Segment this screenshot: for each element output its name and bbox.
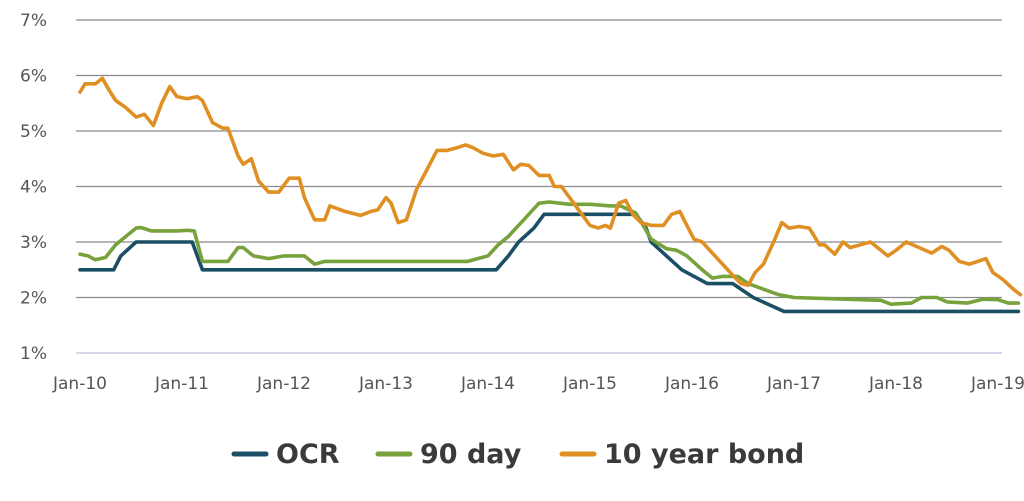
- series-line-90-day: [78, 200, 1021, 306]
- series-lines: [78, 76, 1023, 314]
- gridlines: [76, 19, 1002, 354]
- legend-label: 90 day: [420, 439, 522, 470]
- series-line-ocr: [78, 212, 1021, 314]
- x-tick-label: Jan-16: [664, 374, 719, 394]
- legend-label: OCR: [276, 439, 340, 470]
- x-axis: Jan-10 Jan-11 Jan-12 Jan-13 Jan-14 Jan-15 Jan-…: [52, 374, 1024, 394]
- legend: OCR 90 day 10 year bond: [231, 439, 804, 470]
- x-tick-label: Jan-17: [766, 374, 821, 394]
- y-axis: 1% 2% 3% 4% 5% 6% 7%: [20, 11, 47, 364]
- y-tick-label: 6%: [20, 67, 47, 87]
- x-tick-label: Jan-12: [256, 374, 311, 394]
- x-tick-label: Jan-10: [52, 374, 107, 394]
- x-tick-label: Jan-19: [970, 374, 1024, 394]
- y-tick-label: 1%: [20, 344, 47, 364]
- y-tick-label: 5%: [20, 122, 47, 142]
- y-tick-label: 3%: [20, 233, 47, 253]
- x-tick-label: Jan-13: [358, 374, 413, 394]
- x-tick-label: Jan-15: [562, 374, 617, 394]
- x-tick-label: Jan-14: [460, 374, 515, 394]
- y-tick-label: 7%: [20, 11, 47, 31]
- legend-label: 10 year bond: [604, 439, 804, 470]
- series-line-10-year-bond: [78, 76, 1023, 297]
- x-tick-label: Jan-11: [154, 374, 209, 394]
- x-tick-label: Jan-18: [868, 374, 923, 394]
- y-tick-label: 2%: [20, 289, 47, 309]
- y-tick-label: 4%: [20, 178, 47, 198]
